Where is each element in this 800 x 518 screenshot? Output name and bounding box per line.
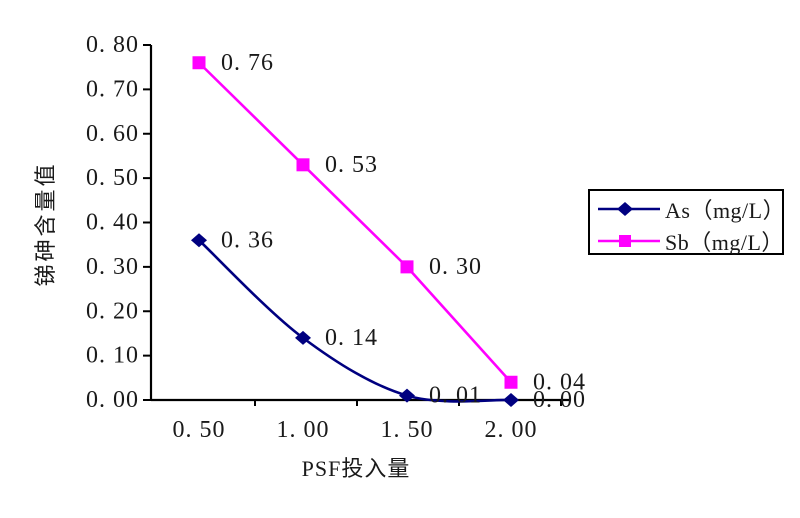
svg-text:0. 80: 0. 80	[86, 32, 139, 58]
svg-text:0. 04: 0. 04	[533, 369, 586, 395]
svg-text:1. 00: 1. 00	[277, 417, 330, 443]
diamond-marker-icon	[598, 202, 660, 216]
svg-text:0. 36: 0. 36	[221, 227, 274, 253]
svg-text:0. 76: 0. 76	[221, 50, 274, 76]
svg-text:0. 01: 0. 01	[429, 383, 482, 409]
svg-text:0. 10: 0. 10	[86, 343, 139, 369]
legend-label-sb: Sb（mg/L）	[665, 230, 784, 255]
square-marker-icon	[598, 235, 660, 247]
svg-text:0. 50: 0. 50	[86, 165, 139, 191]
svg-text:0. 70: 0. 70	[86, 76, 139, 102]
legend-item-as: As（mg/L）	[590, 193, 786, 225]
svg-text:0. 50: 0. 50	[173, 417, 226, 443]
svg-text:0. 14: 0. 14	[325, 325, 378, 351]
legend-item-sb: Sb（mg/L）	[590, 225, 784, 257]
legend: As（mg/L） Sb（mg/L）	[588, 189, 786, 257]
svg-text:0. 00: 0. 00	[533, 387, 586, 413]
svg-text:0. 40: 0. 40	[86, 210, 139, 236]
svg-text:2. 00: 2. 00	[485, 417, 538, 443]
x-axis-title: PSF投入量	[301, 456, 411, 481]
svg-text:0. 60: 0. 60	[86, 121, 139, 147]
legend-label-as: As（mg/L）	[665, 198, 786, 223]
svg-text:0. 53: 0. 53	[325, 152, 378, 178]
svg-text:0. 30: 0. 30	[86, 254, 139, 280]
svg-text:1. 50: 1. 50	[381, 417, 434, 443]
svg-text:0. 00: 0. 00	[86, 387, 139, 413]
svg-text:0. 30: 0. 30	[429, 254, 482, 280]
y-axis-title: 锑砷含量值	[33, 161, 58, 287]
svg-text:0. 20: 0. 20	[86, 298, 139, 324]
